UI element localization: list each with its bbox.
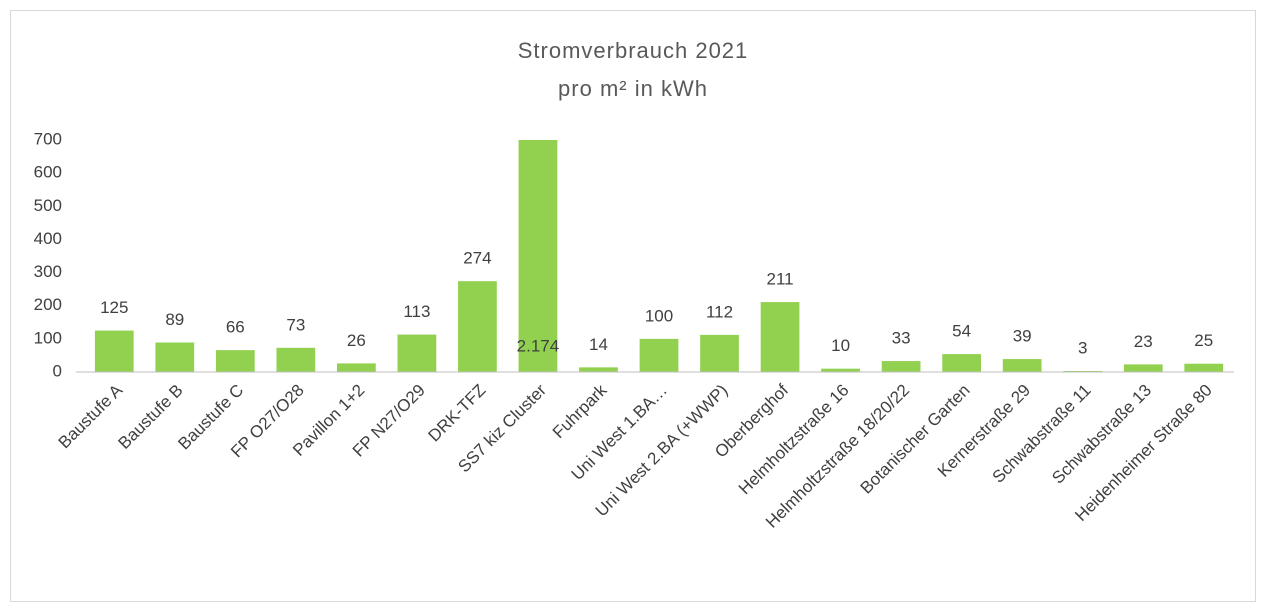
value-label: 33	[892, 329, 911, 348]
bar	[276, 347, 316, 372]
bar	[760, 302, 800, 372]
bar	[518, 140, 558, 372]
y-tick-label: 500	[34, 196, 62, 215]
y-tick-label: 600	[34, 163, 62, 182]
value-label: 274	[463, 249, 491, 268]
bar	[94, 330, 134, 372]
chart-title: Stromverbrauch 2021	[518, 38, 749, 63]
y-tick-label: 700	[34, 129, 62, 148]
bar	[337, 363, 376, 372]
value-label: 26	[347, 331, 366, 350]
value-label: 113	[403, 302, 430, 321]
bar	[821, 368, 860, 372]
value-label: 66	[226, 318, 245, 337]
value-label: 112	[706, 302, 733, 321]
value-label: 25	[1194, 331, 1213, 350]
value-label: 2.174	[517, 336, 560, 355]
bar	[1002, 359, 1042, 372]
value-label: 14	[589, 335, 608, 354]
bar	[1123, 364, 1163, 372]
chart-frame	[10, 10, 1256, 602]
value-label: 100	[645, 306, 673, 325]
value-label: 73	[286, 315, 305, 334]
bar	[579, 367, 618, 372]
y-tick-label: 0	[53, 361, 62, 380]
y-tick-label: 400	[34, 229, 62, 248]
value-label: 23	[1134, 332, 1153, 351]
bar	[700, 334, 739, 372]
bar	[397, 334, 437, 372]
bar	[1184, 363, 1224, 372]
bar	[215, 350, 255, 372]
y-tick-label: 200	[34, 295, 62, 314]
bar	[942, 354, 981, 372]
value-label: 125	[100, 298, 128, 317]
y-tick-label: 100	[34, 328, 62, 347]
value-label: 3	[1078, 338, 1087, 357]
value-label: 10	[831, 336, 850, 355]
value-label: 54	[952, 322, 971, 341]
bar	[458, 281, 497, 372]
chart-subtitle: pro m² in kWh	[558, 76, 708, 101]
value-label: 211	[766, 270, 793, 289]
y-tick-label: 300	[34, 262, 62, 281]
bar	[639, 338, 679, 372]
value-label: 89	[165, 310, 184, 329]
value-label: 39	[1013, 327, 1032, 346]
bar	[881, 361, 921, 372]
bar	[155, 342, 195, 372]
